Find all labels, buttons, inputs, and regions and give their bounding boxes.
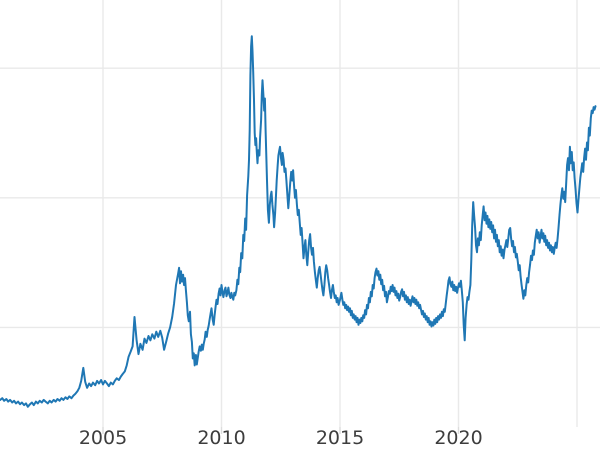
line-layer — [0, 35, 597, 408]
x-tick-label-2015: 2015 — [316, 427, 364, 449]
x-tick-label-2005: 2005 — [79, 427, 127, 449]
price-line — [0, 35, 597, 408]
grid-layer — [0, 0, 600, 434]
x-axis-labels: 2005 2010 2015 2020 — [79, 427, 483, 449]
x-tick-label-2010: 2010 — [197, 427, 245, 449]
x-tick-label-2020: 2020 — [434, 427, 482, 449]
